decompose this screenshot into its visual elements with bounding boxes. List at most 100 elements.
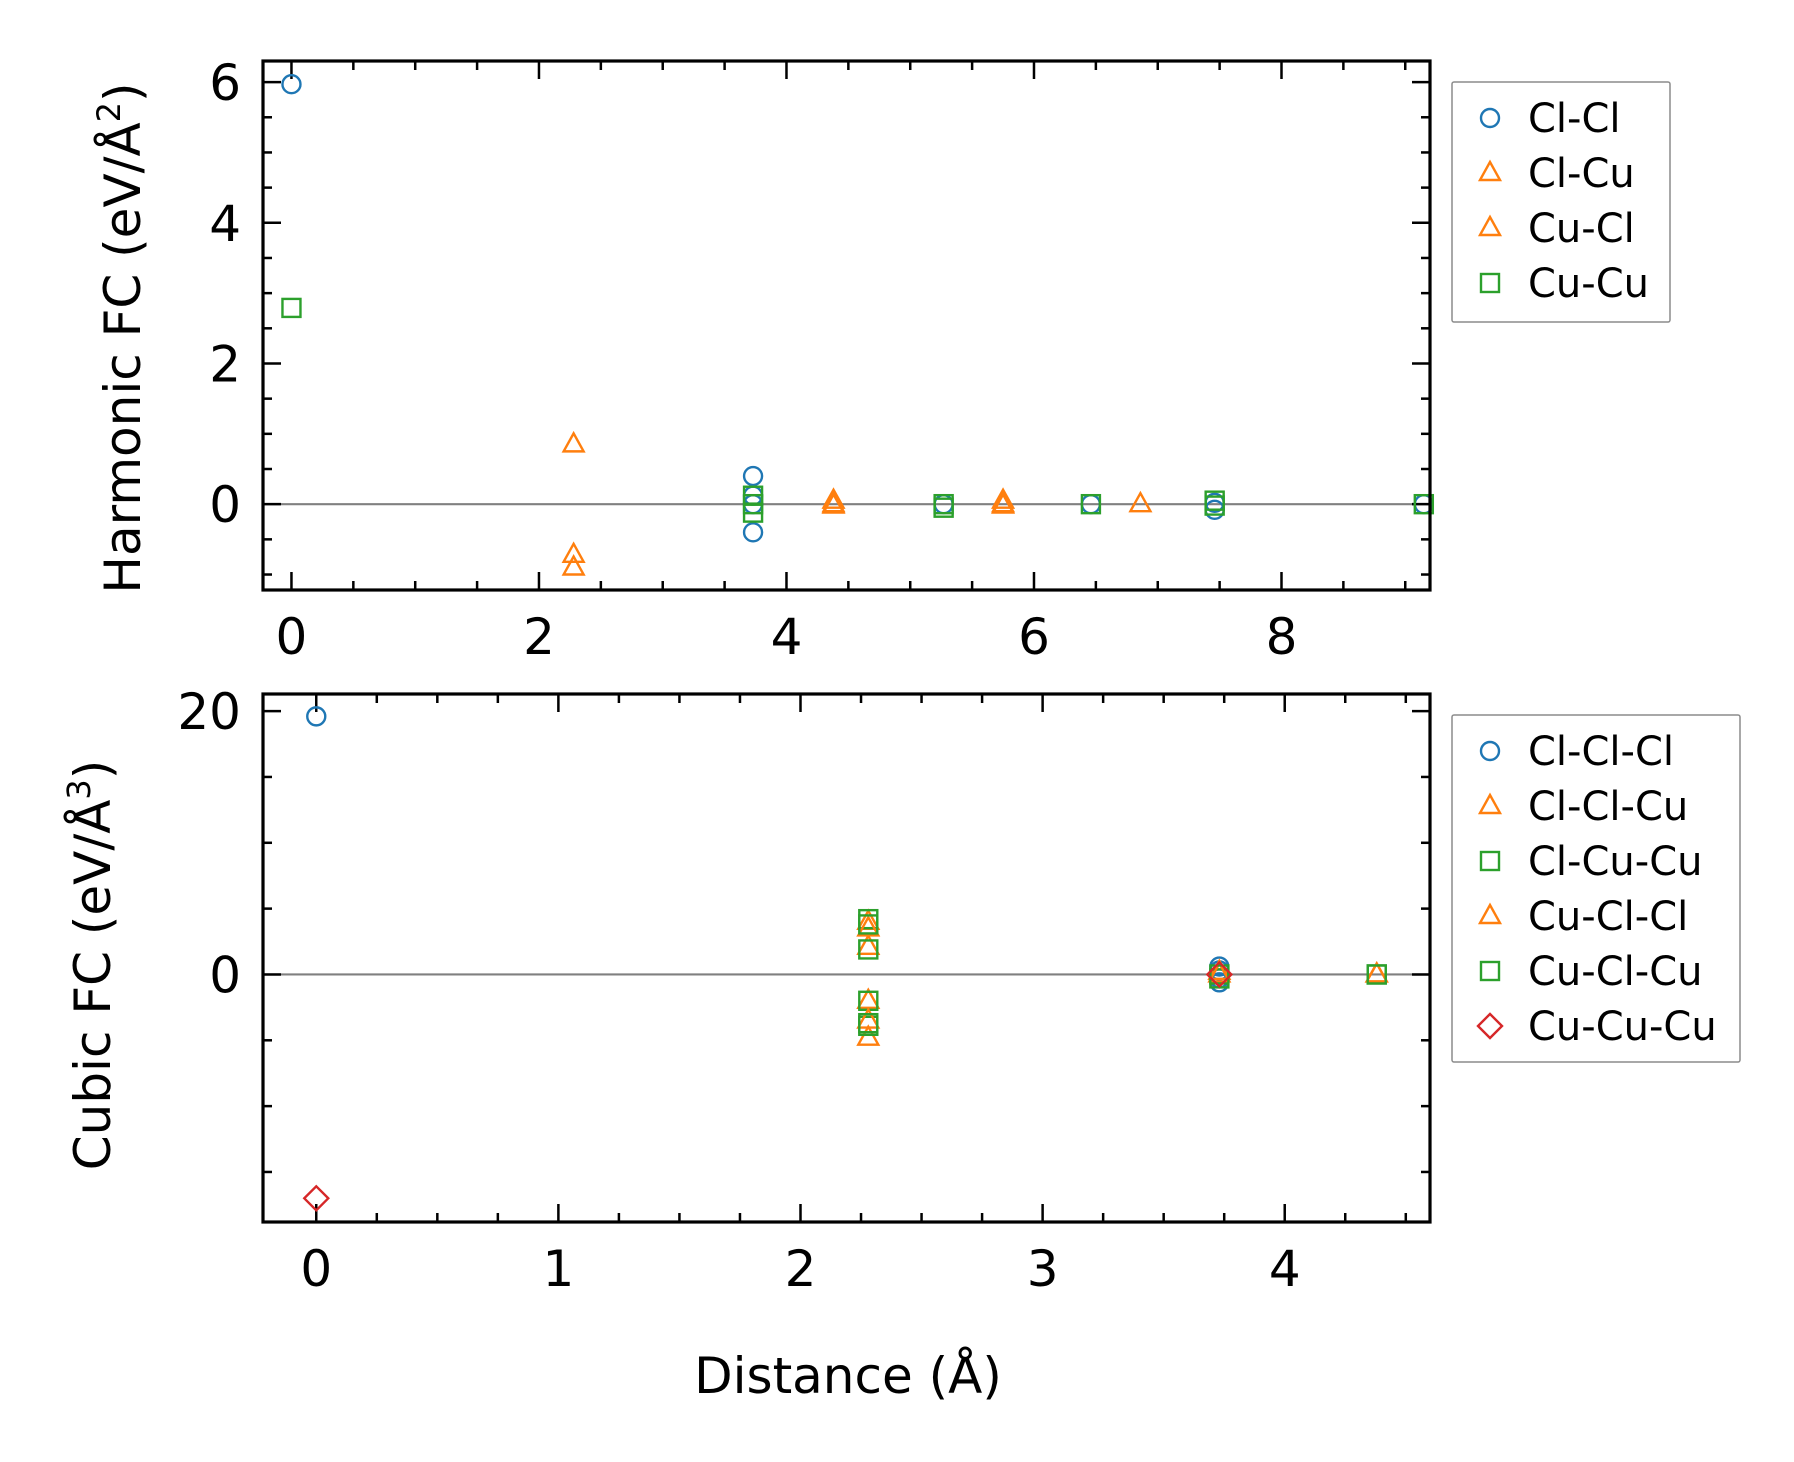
cubic-y-axis-label: Cubic FC (eV/Å3): [60, 760, 122, 1171]
data-point-cu-cl-cl: [1364, 960, 1389, 983]
series-cu-cu-cu: [302, 960, 1234, 1212]
legend-label: Cl-Cu: [1528, 151, 1635, 197]
legend-marker-square: [1479, 272, 1501, 294]
harmonic-data-points: [281, 74, 1435, 576]
y-tick-label: 0: [209, 946, 241, 1004]
legend-entry-cu-cl-cl: Cu-Cl-Cl: [1477, 894, 1688, 940]
data-point-cu-cu: [1080, 493, 1102, 515]
data-point-cl-cu: [821, 487, 846, 509]
legend-label: Cl-Cl: [1528, 96, 1621, 142]
data-point-cu-cl-cl: [856, 914, 881, 937]
legend-entry-cu-cl-cu: Cu-Cl-Cu: [1479, 949, 1702, 995]
y-tick-label: 4: [209, 195, 241, 253]
x-tick-label: 2: [523, 608, 555, 666]
data-point-cl-cl-cu: [856, 933, 881, 956]
data-point-cu-cu-cu: [1205, 960, 1234, 989]
harmonic-y-tick-labels: 0 2 4 6: [209, 54, 241, 534]
legend-label: Cu-Cu-Cu: [1528, 1004, 1717, 1050]
x-tick-label: 6: [1018, 608, 1050, 666]
data-point-cu-cu: [933, 497, 954, 518]
data-point-cl-cl-cl: [306, 706, 327, 727]
cubic-axis-ticks: [263, 694, 1430, 1222]
y-tick-label: 20: [177, 683, 241, 741]
data-point-cu-cl: [821, 490, 846, 513]
x-tick-label: 2: [785, 1240, 817, 1298]
data-point-cu-cu-cu: [302, 1184, 330, 1212]
series-cu-cl: [561, 490, 1016, 576]
harmonic-axis-ticks: [263, 61, 1430, 590]
cubic-y-label-sup: 3: [60, 779, 98, 799]
series-cu-cl-cl: [856, 914, 1389, 1029]
legend-entry-cl-cl: Cl-Cl: [1479, 96, 1621, 142]
data-point-cu-cl-cu: [858, 1012, 879, 1034]
data-point-cl-cu: [561, 541, 586, 564]
legend-marker-circle: [1479, 107, 1501, 129]
series-cl-cu-cu: [858, 908, 1387, 1037]
legend-marker-square: [1479, 850, 1501, 872]
legend-label: Cl-Cu-Cu: [1528, 839, 1702, 885]
data-point-cl-cu: [561, 430, 586, 453]
legend-entry-cl-cu-cu: Cl-Cu-Cu: [1479, 839, 1702, 885]
legend-marker-triangle: [1477, 792, 1503, 815]
legend-marker-square: [1479, 960, 1501, 982]
series-cl-cl-cl: [306, 706, 1230, 993]
series-cl-cl: [281, 74, 1435, 543]
legend-entry-cl-cu: Cl-Cu: [1477, 151, 1635, 197]
harmonic-y-axis-label: Harmonic FC (eV/Å2): [90, 82, 152, 593]
data-point-cu-cl-cu: [858, 914, 879, 935]
cubic-y-label-end: ): [64, 760, 122, 780]
data-point-cl-cl: [281, 74, 302, 95]
legend-label: Cu-Cl: [1528, 206, 1635, 252]
x-axis-label: Distance (Å): [694, 1347, 1002, 1405]
harmonic-plot-frame: [261, 59, 1432, 592]
cubic-x-tick-labels: 0 1 2 3 4: [300, 1240, 1300, 1298]
y-tick-label: 6: [209, 54, 241, 112]
harmonic-y-label-sup: 2: [90, 102, 128, 122]
legend-entry-cu-cu-cu: Cu-Cu-Cu: [1476, 1004, 1717, 1050]
legend-marker-circle: [1479, 740, 1501, 762]
cubic-data-points: [302, 706, 1389, 1212]
series-cl-cl-cu: [856, 908, 1389, 1046]
data-point-cl-cl: [742, 465, 764, 487]
data-point-cu-cl-cl: [856, 1007, 881, 1029]
cubic-y-label-main: Cubic FC (eV/Å: [64, 800, 122, 1171]
data-point-cu-cl-cl: [1207, 960, 1232, 983]
data-point-cu-cl: [561, 554, 586, 576]
x-tick-label: 8: [1266, 608, 1298, 666]
cubic-legend-box: [1451, 714, 1741, 1063]
x-tick-label: 1: [542, 1240, 574, 1298]
data-point-cl-cu-cu: [858, 939, 879, 960]
x-tick-label: 3: [1027, 1240, 1059, 1298]
legend-marker-triangle: [1477, 214, 1503, 237]
legend-label: Cl-Cl-Cu: [1528, 784, 1688, 830]
data-point-cu-cu: [1204, 495, 1225, 516]
x-tick-label: 0: [276, 608, 308, 666]
cubic-legend: Cl-Cl-Cl Cl-Cl-Cu Cl-Cu-Cu Cu-Cl-Cl Cu-Cl-Cu…: [1451, 714, 1741, 1063]
data-point-cu-cu: [742, 502, 764, 523]
harmonic-y-label-end: ): [94, 82, 152, 102]
harmonic-y-label-main: Harmonic FC (eV/Å: [94, 122, 152, 593]
legend-entry-cu-cl: Cu-Cl: [1477, 206, 1635, 252]
data-point-cl-cu: [1128, 490, 1153, 513]
legend-marker-diamond: [1476, 1012, 1504, 1040]
y-tick-label: 0: [209, 476, 241, 534]
legend-marker-triangle: [1477, 159, 1503, 182]
cubic-plot-frame: [261, 692, 1432, 1224]
data-point-cu-cu: [281, 297, 302, 319]
data-point-cu-cl-cu: [1366, 964, 1387, 985]
series-cu-cu: [281, 297, 1435, 523]
data-point-cu-cl-cu: [1209, 964, 1230, 985]
y-tick-label: 2: [209, 335, 241, 393]
legend-entry-cu-cu: Cu-Cu: [1479, 261, 1649, 307]
data-point-cu-cu: [1413, 493, 1435, 515]
harmonic-x-tick-labels: 0 2 4 6 8: [276, 608, 1298, 666]
legend-label: Cl-Cl-Cl: [1528, 729, 1674, 775]
legend-entry-cl-cl-cl: Cl-Cl-Cl: [1479, 729, 1674, 775]
series-cu-cl-cu: [858, 914, 1387, 1034]
series-cl-cu: [561, 430, 1153, 564]
legend-label: Cu-Cl-Cl: [1528, 894, 1688, 940]
x-tick-label: 4: [771, 608, 803, 666]
